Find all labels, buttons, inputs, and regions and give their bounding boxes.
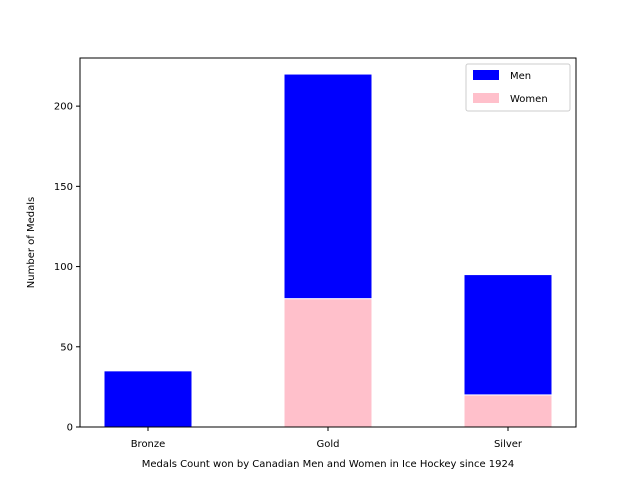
- legend-swatch-women: [473, 93, 499, 103]
- x-tick-label-bronze: Bronze: [131, 439, 166, 450]
- y-tick-label: 0: [67, 423, 73, 434]
- y-axis-ticks: 0 50 100 150 200: [54, 102, 80, 434]
- x-axis-ticks: Bronze Gold Silver: [131, 427, 523, 450]
- legend-label-women: Women: [510, 94, 548, 105]
- x-axis-label: Medals Count won by Canadian Men and Wom…: [142, 459, 515, 470]
- legend-label-men: Men: [510, 71, 531, 82]
- y-axis-label: Number of Medals: [26, 197, 37, 288]
- legend-swatch-men: [473, 70, 499, 80]
- bar-gold-women: [283, 298, 373, 428]
- plot-frame: [79, 57, 577, 428]
- y-tick-label: 200: [54, 102, 73, 113]
- bar-silver-men: [463, 274, 553, 396]
- bar-silver-women: [463, 394, 553, 428]
- x-tick-label-gold: Gold: [317, 439, 340, 450]
- legend: Men Women: [465, 63, 571, 112]
- bars-group: [103, 73, 553, 428]
- y-tick-label: 100: [54, 262, 73, 273]
- x-tick-label-silver: Silver: [494, 439, 523, 450]
- bar-bronze-men: [103, 370, 193, 428]
- y-tick-label: 50: [60, 342, 73, 353]
- y-tick-label: 150: [54, 182, 73, 193]
- bar-gold-men: [283, 73, 373, 300]
